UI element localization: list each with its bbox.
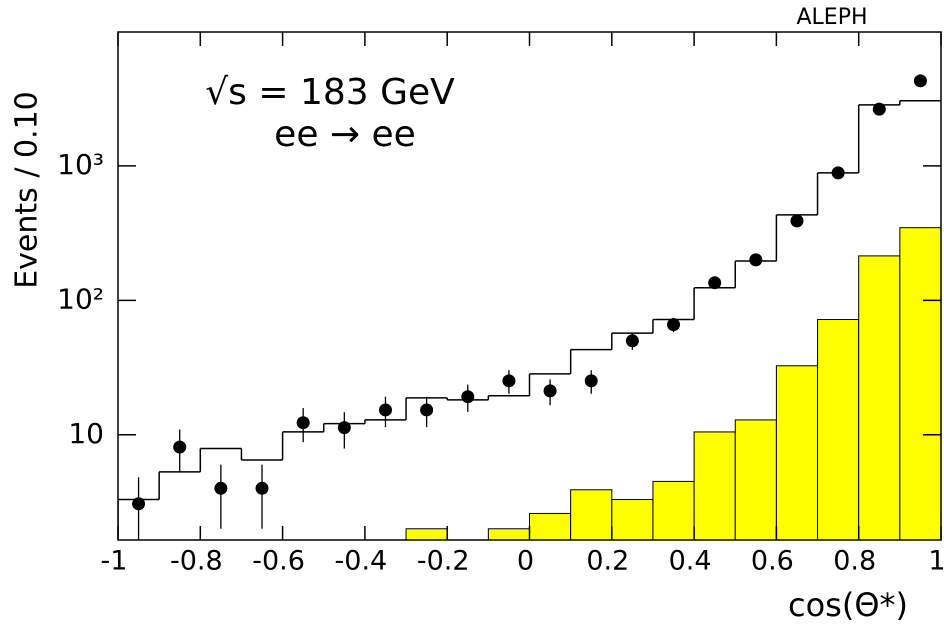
histogram-bar bbox=[858, 255, 901, 540]
data-point bbox=[337, 421, 351, 435]
histogram-bar bbox=[529, 512, 572, 540]
annotation: ee → ee bbox=[274, 114, 416, 155]
x-tick-label: 0.6 bbox=[751, 546, 794, 577]
data-point bbox=[831, 166, 845, 180]
x-tick-label: -0.8 bbox=[170, 546, 223, 577]
data-point bbox=[584, 374, 598, 388]
data-point bbox=[255, 481, 269, 495]
x-tick-label: 1 bbox=[928, 546, 944, 577]
histogram-bar bbox=[899, 227, 942, 540]
histogram-bar bbox=[775, 365, 819, 540]
histogram-bar bbox=[611, 499, 654, 540]
data-point bbox=[708, 276, 722, 290]
plot-area bbox=[118, 74, 942, 540]
data-point bbox=[790, 214, 804, 228]
histogram-bar bbox=[817, 319, 860, 540]
histogram-bar bbox=[693, 431, 736, 540]
data-point bbox=[461, 390, 475, 404]
data-point bbox=[667, 318, 681, 332]
x-tick-label: -0.2 bbox=[417, 546, 470, 577]
experiment-label: ALEPH bbox=[796, 5, 867, 30]
data-point bbox=[625, 334, 639, 348]
data-point bbox=[502, 374, 516, 388]
x-tick-label: -0.4 bbox=[335, 546, 388, 577]
data-point bbox=[872, 102, 886, 116]
histogram-bar bbox=[734, 419, 777, 540]
data-point bbox=[296, 416, 310, 430]
y-tick-label: 10² bbox=[57, 282, 104, 315]
x-tick-label: 0.4 bbox=[669, 546, 712, 577]
data-point bbox=[173, 440, 187, 454]
data-point bbox=[378, 403, 392, 417]
y-tick-label: 10 bbox=[68, 417, 104, 450]
histogram-bar bbox=[570, 489, 613, 540]
y-tick-label: 10³ bbox=[57, 148, 104, 181]
x-axis-label: cos(Θ*) bbox=[788, 586, 908, 624]
histogram-bar bbox=[487, 528, 531, 540]
data-point bbox=[543, 384, 557, 398]
data-point bbox=[913, 74, 927, 88]
x-tick-label: -1 bbox=[101, 546, 128, 577]
x-tick-label: 0 bbox=[517, 546, 534, 577]
histogram-bar bbox=[405, 528, 448, 540]
x-tick-label: 0.2 bbox=[586, 546, 629, 577]
data-point bbox=[749, 253, 763, 267]
y-axis-label: Events / 0.10 bbox=[10, 91, 45, 289]
x-tick-label: -0.6 bbox=[252, 546, 305, 577]
data-point bbox=[214, 481, 228, 495]
data-point bbox=[420, 403, 434, 417]
histogram-bar bbox=[652, 480, 695, 540]
data-point bbox=[132, 497, 146, 511]
annotation: √s = 183 GeV bbox=[205, 72, 455, 113]
x-tick-label: 0.8 bbox=[833, 546, 876, 577]
